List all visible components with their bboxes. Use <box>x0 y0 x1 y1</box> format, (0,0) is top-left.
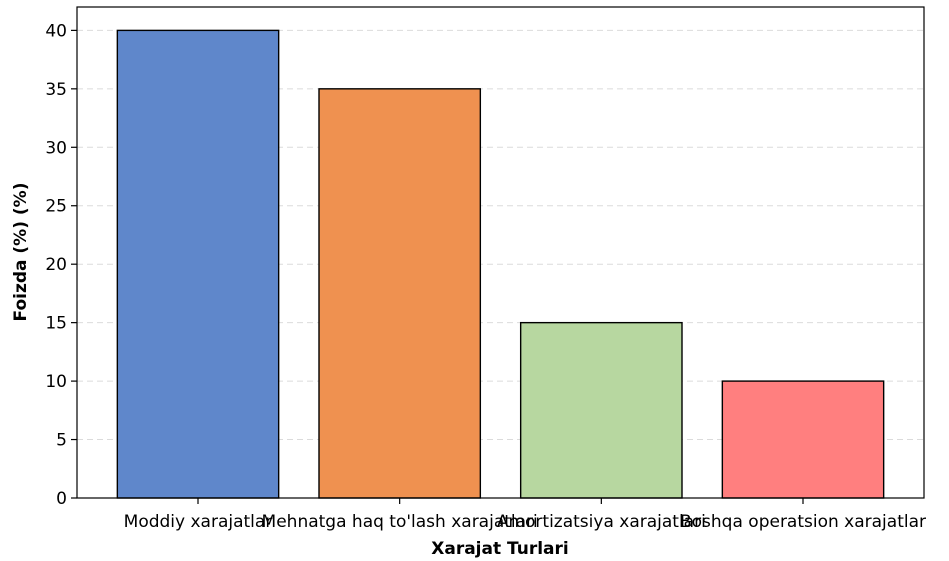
plot-frame <box>76 6 925 499</box>
y-tick-label: 30 <box>45 138 67 158</box>
x-tick-label: Moddiy xarajatlar <box>124 512 273 532</box>
y-tick-label: 40 <box>45 21 67 41</box>
y-tick-label: 0 <box>56 489 67 509</box>
bar-layer <box>116 29 885 499</box>
x-tick-label: Mehnatga haq to'lash xarajatlari <box>262 512 538 532</box>
bar-1 <box>116 29 280 499</box>
y-tick-label: 25 <box>45 197 67 217</box>
y-tick-label: 15 <box>45 314 67 334</box>
y-tick-label: 10 <box>45 372 67 392</box>
bar-3 <box>519 321 683 499</box>
x-tick-label: Boshqa operatsion xarajatlar <box>680 512 926 532</box>
y-tick-label: 20 <box>45 255 67 275</box>
y-axis: 0 5 10 15 20 25 30 35 40 <box>45 21 77 509</box>
x-axis-title: Xarajat Turlari <box>431 539 569 559</box>
x-tick-label: Amortizatsiya xarajatlari <box>497 512 706 532</box>
bar-4 <box>721 380 885 499</box>
bar-2 <box>318 88 482 499</box>
y-axis-title: Foizda (%) (%) <box>11 183 31 322</box>
y-tick-label: 35 <box>45 80 67 100</box>
y-tick-label: 5 <box>56 431 67 451</box>
